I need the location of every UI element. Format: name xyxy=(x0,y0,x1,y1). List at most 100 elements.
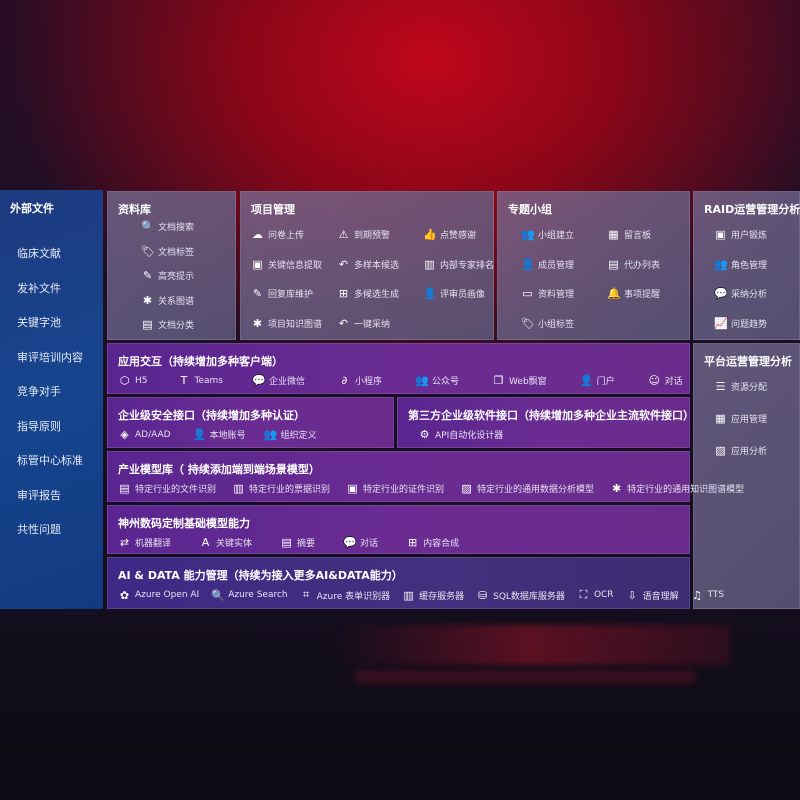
item-row: ▤ 特定行业的文件识别 ▥ 特定行业的票据识别 ▣ 特定行业的证件识别 ▨ 特定行业的通用数据… xyxy=(118,482,744,495)
menu-item[interactable]: ⚠ 到期预警 xyxy=(337,228,390,241)
security-panel: 企业级安全接口（持续增加多种认证） ◈ AD/AAD 👤 本地账号 👥 组织定义 xyxy=(107,397,394,448)
menu-item[interactable]: ☰ 资源分配 xyxy=(714,380,767,393)
menu-item[interactable]: 🏷 文档标签 xyxy=(141,245,194,258)
menu-item[interactable]: 💬 采纳分析 xyxy=(714,287,767,300)
menu-item[interactable]: ▣ 特定行业的证件识别 xyxy=(346,482,444,495)
external-file-item[interactable]: 标管中心标准 xyxy=(17,454,83,467)
menu-item[interactable]: T Teams xyxy=(178,374,223,387)
menu-item[interactable]: 👤 成员管理 xyxy=(521,258,574,271)
menu-item[interactable]: 👥 公众号 xyxy=(415,374,459,387)
external-file-item[interactable]: 临床文献 xyxy=(17,247,61,260)
menu-item[interactable]: 👥 角色管理 xyxy=(714,258,767,271)
panel-title: 项目管理 xyxy=(251,203,295,216)
panel-title: 企业级安全接口（持续增加多种认证） xyxy=(118,409,305,422)
menu-item[interactable]: 🔍 文档搜索 xyxy=(141,220,194,233)
menu-item[interactable]: 🔍 Azure Search xyxy=(211,588,287,602)
industry-panel: 产业模型库（ 持续添加端到端场景模型） ▤ 特定行业的文件识别 ▥ 特定行业的票据识别 ▣… xyxy=(107,451,744,502)
external-file-item[interactable]: 审评报告 xyxy=(17,488,61,502)
menu-item[interactable]: 💬 对话 xyxy=(343,536,378,549)
menu-item[interactable]: ↶ 一键采纳 xyxy=(337,317,390,330)
menu-item[interactable]: ☺ 对话 xyxy=(648,374,682,387)
external-file-item[interactable]: 竞争对手 xyxy=(17,385,61,398)
apps-icon: ▦ xyxy=(715,412,726,425)
form-recognizer-icon: ⌗ xyxy=(303,588,310,601)
reply-icon: ↶ xyxy=(338,316,349,330)
menu-item[interactable]: ✱ 关系图谱 xyxy=(141,294,194,307)
window-icon: ❐ xyxy=(493,374,504,387)
external-file-item[interactable]: 指导原则 xyxy=(17,419,61,433)
menu-item[interactable]: 📈 问题趋势 xyxy=(714,317,767,330)
menu-item[interactable]: ▥ 特定行业的票据识别 xyxy=(232,482,330,495)
thirdparty-panel: 第三方企业级软件接口（持续增加多种企业主流软件接口） ⚙ API自动化设计器 xyxy=(397,397,694,448)
menu-item[interactable]: ⬡ H5 xyxy=(118,374,148,387)
item-label: AD/AAD xyxy=(135,429,171,440)
menu-item[interactable]: ✎ 高亮提示 xyxy=(141,269,194,282)
menu-item[interactable]: ▦ 留言板 xyxy=(607,228,651,241)
menu-item[interactable]: ▣ 用户锻炼 xyxy=(714,228,767,241)
library-panel: 资料库 🔍 文档搜索 🏷 文档标签 ✎ 高亮提示 ✱ 关系图谱 ▤ 文档分类 xyxy=(107,191,236,340)
menu-item[interactable]: ▣ 关键信息提取 xyxy=(251,258,322,271)
menu-item[interactable]: ▨ 特定行业的通用数据分析模型 xyxy=(460,482,594,495)
puzzle-icon: ⊞ xyxy=(338,287,349,300)
menu-item[interactable]: ❐ Web飘窗 xyxy=(492,374,547,387)
menu-item[interactable]: 🏷 小组标签 xyxy=(521,317,574,330)
external-file-item[interactable]: 审评培训内容 xyxy=(17,350,83,364)
platform-panel: 平台运营管理分析 ☰ 资源分配 ▦ 应用管理 ▨ 应用分析 xyxy=(693,343,800,609)
item-label: TTS xyxy=(707,590,725,600)
menu-item[interactable]: ∂ 小程序 xyxy=(338,374,382,387)
menu-item[interactable]: ⊞ 内容合成 xyxy=(406,536,459,549)
menu-item[interactable]: ▤ 代办列表 xyxy=(607,258,660,271)
menu-item[interactable]: 🔔 事项提醒 xyxy=(607,287,660,300)
panel-title: 神州数码定制基础模型能力 xyxy=(118,517,250,530)
menu-item[interactable]: ✱ 项目知识图谱 xyxy=(251,317,322,330)
menu-item[interactable]: 👥 小组建立 xyxy=(521,228,574,241)
item-row: ✿ Azure Open AI 🔍 Azure Search ⌗ Azure 表单识别器 ▥… xyxy=(118,588,724,602)
menu-item[interactable]: ▥ 内部专家排名 xyxy=(423,258,494,271)
menu-item[interactable]: ⊞ 多候选生成 xyxy=(337,287,399,300)
menu-item[interactable]: 👥 组织定义 xyxy=(264,428,317,441)
menu-item[interactable]: 👤 门户 xyxy=(580,374,615,387)
tts-icon: ♫ xyxy=(692,588,703,602)
item-label: 事项提醒 xyxy=(624,290,661,300)
menu-item[interactable]: 💬 企业微信 xyxy=(252,374,305,387)
item-label: 企业微信 xyxy=(268,377,305,387)
menu-item[interactable]: ▤ 特定行业的文件识别 xyxy=(118,482,216,495)
menu-item[interactable]: ◈ AD/AAD xyxy=(118,428,171,441)
external-file-item[interactable]: 关键字池 xyxy=(17,316,61,329)
bell-icon: 🔔 xyxy=(607,287,621,300)
menu-item[interactable]: ✱ 特定行业的通用知识图谱模型 xyxy=(610,482,744,495)
external-file-item[interactable]: 发补文件 xyxy=(17,281,61,295)
menu-item[interactable]: ⇩ 语音理解 xyxy=(626,588,678,602)
menu-item[interactable]: ▥ 缓存服务器 xyxy=(402,588,464,602)
menu-item[interactable]: ▭ 资料管理 xyxy=(521,287,574,300)
menu-item[interactable]: ✿ Azure Open AI xyxy=(118,588,199,602)
menu-item[interactable]: 👍 点赞感谢 xyxy=(423,228,476,241)
menu-item[interactable]: ⛁ SQL数据库服务器 xyxy=(476,588,565,602)
item-label: 回复库维护 xyxy=(268,290,314,300)
item-label: 小组建立 xyxy=(538,231,575,241)
menu-item[interactable]: ⇄ 机器翻译 xyxy=(118,536,171,549)
menu-item[interactable]: ▤ 摘要 xyxy=(280,536,315,549)
item-label: 项目知识图谱 xyxy=(268,319,323,330)
menu-item[interactable]: ✎ 回复库维护 xyxy=(251,287,313,300)
menu-item[interactable]: 👤 本地账号 xyxy=(193,428,246,441)
menu-item[interactable]: ☁ 问卷上传 xyxy=(251,228,304,241)
menu-item[interactable]: A 关键实体 xyxy=(199,536,252,549)
item-label: 问题趋势 xyxy=(731,319,768,330)
menu-item[interactable]: ⌗ Azure 表单识别器 xyxy=(300,588,390,602)
trend-icon: 📈 xyxy=(714,316,728,330)
item-label: 内部专家排名 xyxy=(440,260,495,271)
menu-item[interactable]: ↶ 多样本候选 xyxy=(337,258,399,271)
menu-item[interactable]: ▨ 应用分析 xyxy=(714,444,767,457)
external-file-item[interactable]: 共性问题 xyxy=(17,523,61,536)
menu-item[interactable]: 👤 评审员画像 xyxy=(423,287,485,300)
menu-item[interactable]: ⚙ API自动化设计器 xyxy=(418,428,504,441)
item-label: 文档分类 xyxy=(158,321,195,331)
document-search-icon: 🔍 xyxy=(141,220,155,233)
menu-item[interactable]: ▤ 文档分类 xyxy=(141,318,194,331)
clipboard-icon: ▤ xyxy=(608,257,619,271)
menu-item[interactable]: ▦ 应用管理 xyxy=(714,412,767,425)
item-label: 摘要 xyxy=(297,539,316,549)
menu-item[interactable]: ♫ TTS xyxy=(691,588,725,602)
menu-item[interactable]: ⛶ OCR xyxy=(577,588,614,602)
